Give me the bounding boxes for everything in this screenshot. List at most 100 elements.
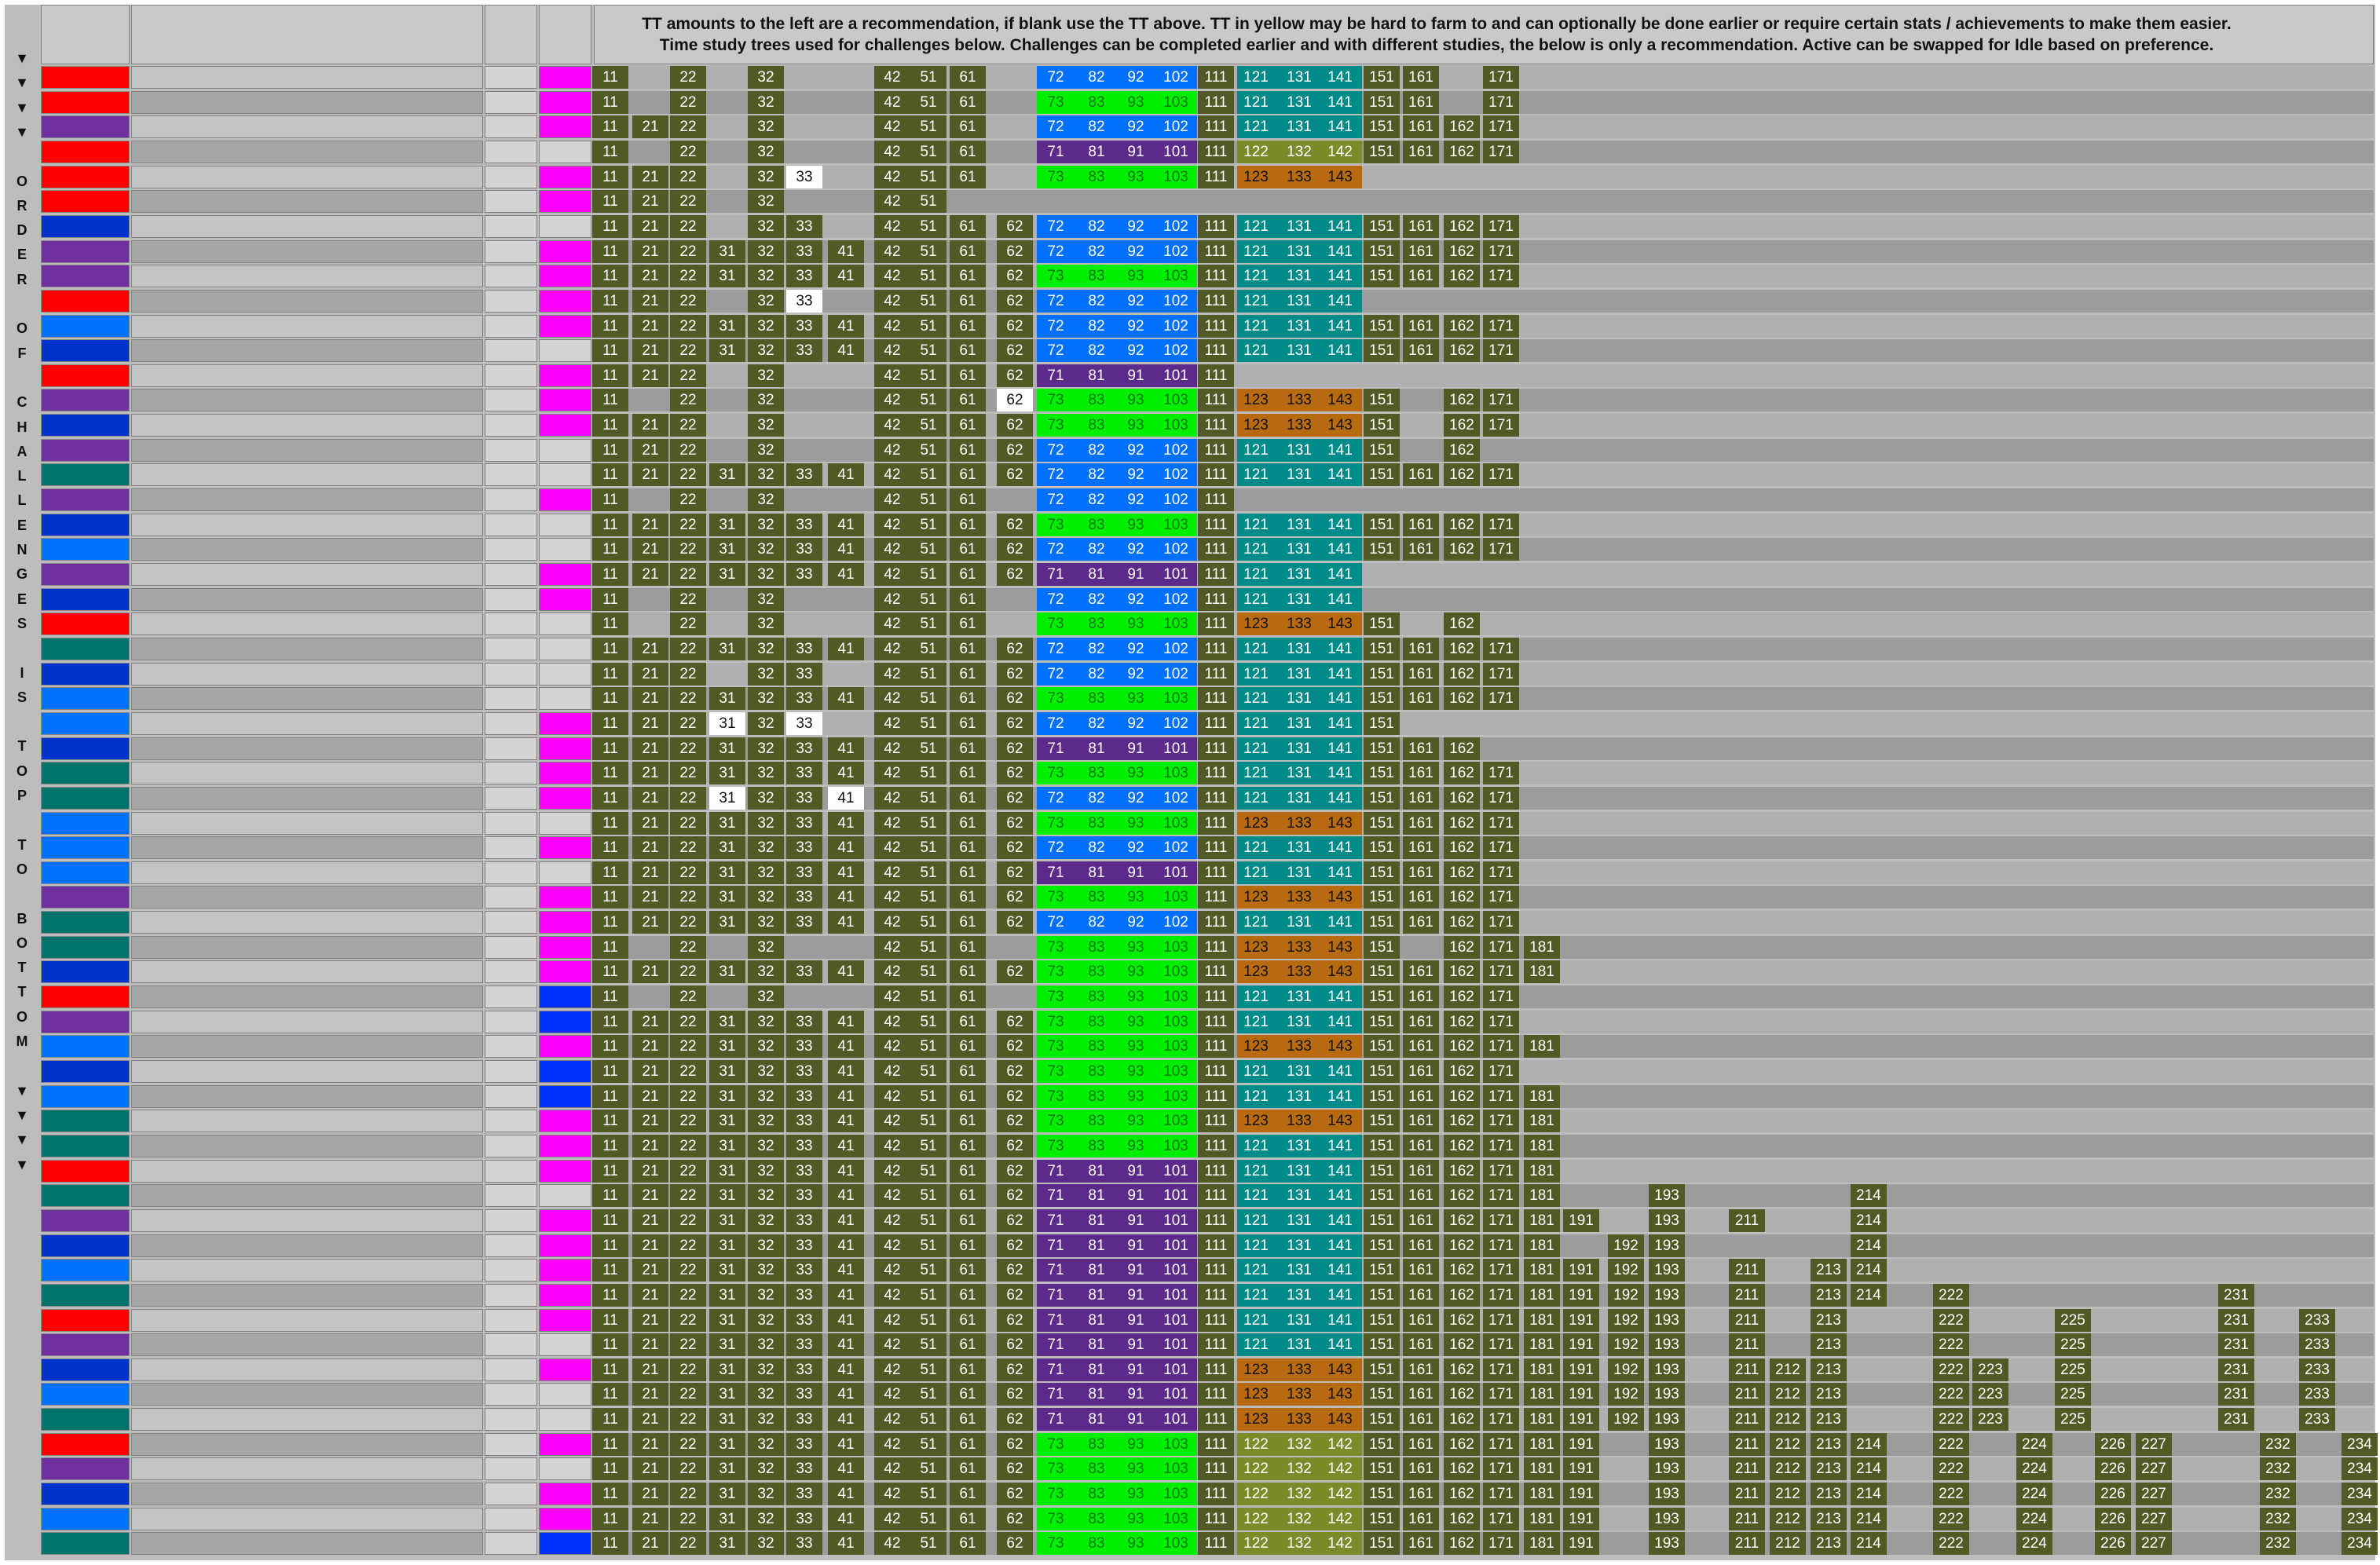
- study-cell: 22: [670, 911, 706, 934]
- study-cell: 111: [1198, 488, 1234, 512]
- ip-req-cell: [485, 190, 537, 214]
- study-cell: 33: [786, 1035, 822, 1059]
- study-cell: 83: [1088, 1038, 1105, 1055]
- study-cell: 103: [1163, 392, 1188, 409]
- study-cell: 51: [910, 861, 947, 884]
- study-group-bg: [1237, 687, 1362, 711]
- study-cell: 93: [1127, 268, 1144, 285]
- study-cell: 32: [748, 985, 784, 1009]
- study-cell: 11: [592, 289, 628, 313]
- study-cell: 93: [1127, 616, 1144, 633]
- ip-req-cell: [485, 935, 537, 959]
- study-cell: 83: [1088, 1137, 1105, 1154]
- study-cell: 21: [632, 637, 668, 660]
- study-cell: 131: [1287, 566, 1312, 583]
- study-cell: 51: [910, 886, 947, 909]
- study-cell: 73: [1047, 1013, 1064, 1030]
- ec-label: [41, 1532, 130, 1556]
- study-cell: 181: [1524, 1408, 1560, 1432]
- study-cell: 226: [2095, 1532, 2131, 1556]
- ec-label: [41, 711, 130, 735]
- study-cell: 62: [997, 1283, 1033, 1307]
- study-cell: 51: [910, 214, 947, 238]
- study-cell: 192: [1608, 1408, 1644, 1432]
- table-row: 11 21 22 31 32 33 41 42 51 61 62 73 83 93 103 111 122 132…: [5, 1432, 2378, 1456]
- study-cell: 11: [592, 214, 628, 238]
- study-cell: 171: [1483, 687, 1519, 711]
- study-cell: 42: [874, 1060, 910, 1083]
- study-cell: 213: [1811, 1358, 1847, 1381]
- study-cell: 133: [1287, 392, 1312, 409]
- ip-req-cell: [485, 66, 537, 89]
- tt-cell: [539, 364, 591, 387]
- study-cell: 42: [874, 289, 910, 313]
- study-cell: 22: [670, 1234, 706, 1257]
- table-row: 11 21 22 31 32 33 41 42 51 61 62 71 81 91 101 111 121 131…: [5, 1159, 2374, 1183]
- table-row: 11 21 22 31 32 33 41 42 51 61 62 73 83 93 103 111 121 131…: [5, 513, 2374, 536]
- note-cell: [131, 1234, 483, 1257]
- study-cell: 81: [1088, 1162, 1105, 1179]
- study-cell: 51: [910, 1283, 947, 1307]
- study-cell: 42: [874, 190, 910, 214]
- study-cell: 151: [1364, 1532, 1400, 1556]
- table-row: 11 22 32 42 51 61 73 83 93 103 111 121 131 141 151 161 1…: [5, 90, 2374, 114]
- study-cell: 222: [1933, 1483, 1969, 1506]
- study-cell: 42: [874, 115, 910, 139]
- note-cell: [131, 1507, 483, 1530]
- study-cell: 211: [1729, 1532, 1765, 1556]
- study-cell: 51: [910, 1457, 947, 1481]
- study-cell: 143: [1327, 889, 1353, 906]
- ec-label: [41, 488, 130, 512]
- study-cell: 83: [1088, 765, 1105, 782]
- study-cell: 141: [1327, 914, 1353, 931]
- study-cell: 51: [910, 90, 947, 114]
- study-cell: 32: [748, 438, 784, 462]
- study-cell: 181: [1524, 960, 1560, 984]
- study-cell: 22: [670, 687, 706, 711]
- study-cell: 51: [910, 1110, 947, 1133]
- study-cell: 151: [1364, 1283, 1400, 1307]
- study-cell: 143: [1327, 938, 1353, 956]
- study-cell: 131: [1287, 715, 1312, 732]
- study-cell: 193: [1649, 1333, 1685, 1357]
- study-cell: 131: [1287, 1311, 1312, 1329]
- study-cell: 61: [950, 1358, 986, 1381]
- study-cell: 162: [1444, 1259, 1480, 1282]
- study-cell: 62: [997, 1532, 1033, 1556]
- study-cell: 91: [1127, 1311, 1144, 1329]
- study-cell: 181: [1524, 1383, 1560, 1406]
- study-cell: 142: [1327, 1461, 1353, 1478]
- table-row: 11 21 22 31 32 33 41 42 51 61 62 71 81 91 101 111 121 131…: [5, 1308, 2374, 1332]
- study-cell: 62: [997, 513, 1033, 536]
- study-group-bg: [1037, 1408, 1197, 1432]
- study-cell: 51: [910, 1159, 947, 1183]
- study-cell: 224: [2016, 1432, 2052, 1456]
- study-cell: 62: [997, 737, 1033, 760]
- study-cell: 22: [670, 737, 706, 760]
- study-cell: 192: [1608, 1234, 1644, 1257]
- study-cell: 82: [1088, 541, 1105, 558]
- study-cell: 101: [1163, 1386, 1188, 1403]
- study-cell: 42: [874, 1457, 910, 1481]
- study-cell: 83: [1088, 690, 1105, 708]
- study-group-bg: [1037, 762, 1197, 785]
- study-group-bg: [1237, 1208, 1362, 1232]
- study-cell: 161: [1403, 662, 1439, 686]
- table-row: 11 21 22 31 32 33 41 42 51 61 62 71 81 91 101 111 121 131…: [5, 737, 2374, 760]
- study-cell: 111: [1198, 1010, 1234, 1033]
- study-cell: 211: [1729, 1208, 1765, 1232]
- study-cell: 22: [670, 1035, 706, 1059]
- sidebar-letter: A: [16, 443, 27, 459]
- study-cell: 111: [1198, 1084, 1234, 1108]
- study-group-bg: [1237, 1084, 1362, 1108]
- study-cell: 91: [1127, 1386, 1144, 1403]
- study-cell: 61: [950, 314, 986, 338]
- study-cell: 32: [748, 1084, 784, 1108]
- sidebar-letter: I: [20, 664, 24, 681]
- study-cell: 11: [592, 1010, 628, 1033]
- study-cell: 225: [2055, 1358, 2091, 1381]
- study-cell: 111: [1198, 587, 1234, 611]
- study-cell: 21: [632, 1333, 668, 1357]
- study-cell: 33: [786, 960, 822, 984]
- study-cell: 62: [997, 1110, 1033, 1133]
